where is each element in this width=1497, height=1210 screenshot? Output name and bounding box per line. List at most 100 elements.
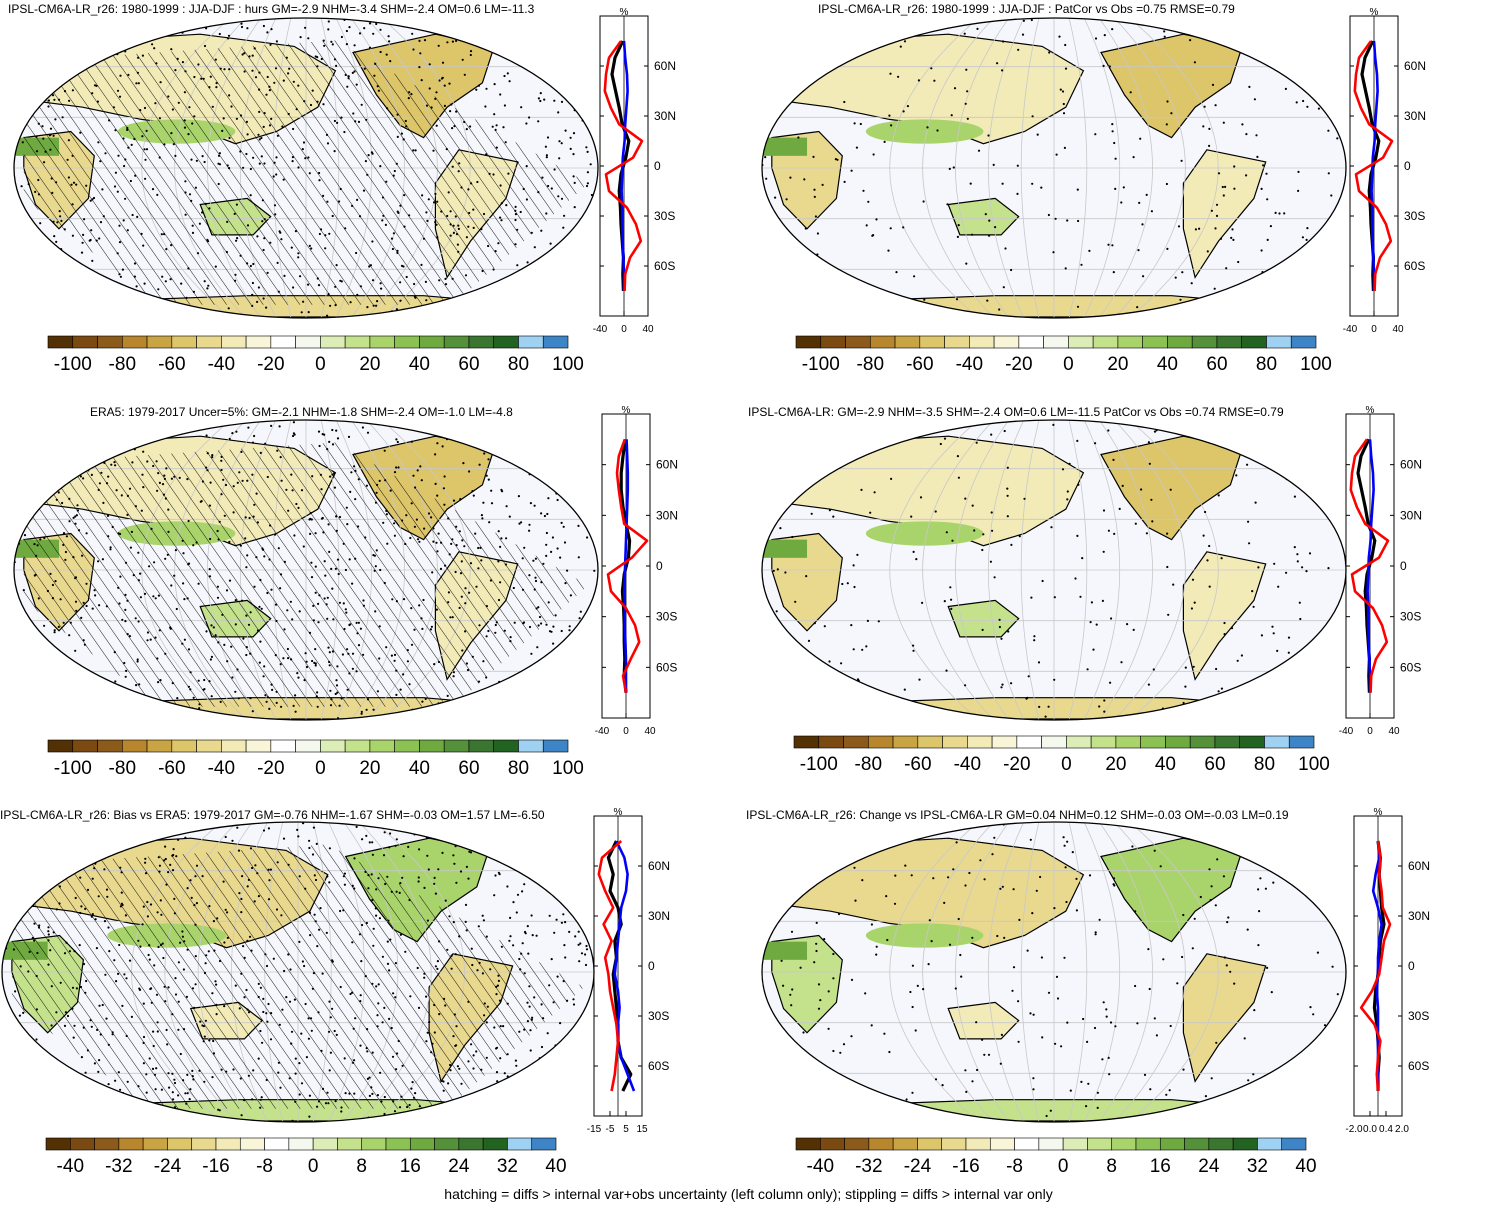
zonal-series-line [597, 840, 623, 1092]
longitude-line [988, 18, 1026, 318]
stippling [2, 822, 594, 1122]
colorbar-cell [818, 735, 844, 749]
colorbar-cell [409, 1137, 435, 1151]
colorbar-cell [146, 335, 173, 349]
longitude-line [1068, 822, 1088, 1122]
longitude-line [1082, 822, 1120, 1122]
longitude-line [1020, 420, 1040, 720]
zonal-series-line [1349, 438, 1390, 693]
colorbar-tick-label: -20 [257, 354, 284, 375]
zonal-lat-tick-label: 30S [654, 209, 675, 223]
colorbar-cell [94, 1137, 120, 1151]
longitude-line [922, 420, 996, 720]
green-band [865, 119, 984, 144]
colorbar-cell [518, 739, 544, 753]
colorbar-cell [419, 739, 445, 753]
colorbar-cell [1135, 1137, 1161, 1151]
colorbar-cell [191, 1137, 217, 1151]
colorbar-tick-label: 24 [448, 1156, 470, 1177]
colorbar-cell [196, 335, 222, 349]
colorbar-cell [69, 1137, 95, 1151]
colorbar-cell [919, 335, 945, 349]
colorbar-cell [482, 1137, 508, 1151]
land-eurasia [771, 435, 1085, 547]
colorbar-cell [944, 335, 970, 349]
colorbar-cell [1290, 335, 1317, 349]
colorbar-cell [507, 1137, 533, 1151]
colorbar-cell [1266, 335, 1292, 349]
zonal-lat-tick-label: 60S [1404, 259, 1425, 273]
colorbar-cell [1115, 735, 1141, 749]
zonal-lat-tick-label: 60S [1400, 660, 1421, 674]
colorbar-cell [969, 335, 995, 349]
colorbar-cell [1041, 735, 1067, 749]
zonal-unit-label: % [1374, 807, 1383, 818]
map-panel-1 [13, 17, 599, 319]
colorbar-cell [171, 335, 197, 349]
colorbar-cell [270, 739, 296, 753]
panel-1-title: IPSL-CM6A-LR_r26: 1980-1999 : JJA-DJF : … [8, 2, 535, 16]
zonal-x-tick-label: 40 [642, 324, 654, 335]
colorbar-tick-label: -40 [956, 354, 983, 375]
zonal-unit-label: % [620, 7, 629, 18]
colorbar-tick-label: 40 [1155, 754, 1176, 775]
colorbar-cell [1216, 335, 1243, 349]
colorbar-cell [1281, 1137, 1307, 1151]
colorbar-tick-label: -24 [904, 1156, 932, 1177]
colorbar-cell [867, 735, 894, 749]
zonal-lat-tick-label: 60N [654, 59, 676, 73]
land-eurasia [771, 33, 1085, 145]
longitude-line [1020, 18, 1040, 318]
colorbar-tick-label: -40 [807, 1156, 834, 1177]
colorbar-cell [320, 335, 346, 349]
colorbar-cell [369, 335, 395, 349]
colorbar-cell [47, 739, 74, 753]
land-eurasia [771, 837, 1085, 949]
colorbar-cell [868, 1137, 894, 1151]
colorbar-cell [47, 335, 74, 349]
green-band [865, 923, 984, 948]
colorbar-panel-3: -100 -80 -60 -40 -20 0 20 40 60 80 100 [47, 739, 584, 779]
colorbar-tick-label: -40 [57, 1156, 84, 1177]
colorbar-tick-label: 60 [458, 758, 479, 779]
longitude-line [1112, 822, 1186, 1122]
colorbar-tick-label: 0 [1058, 1156, 1069, 1177]
colorbar-tick-label: -60 [904, 754, 931, 775]
panel-4-title: IPSL-CM6A-LR: GM=-2.9 NHM=-3.5 SHM=-2.4 … [748, 405, 1284, 419]
colorbar-cell [320, 739, 346, 753]
green-band [762, 941, 808, 960]
colorbar-cell [1066, 735, 1092, 749]
colorbar-cell [97, 739, 123, 753]
colorbar-tick-label: 100 [1300, 354, 1332, 375]
colorbar-panel-1: -100 -80 -60 -40 -20 0 20 40 60 80 100 [47, 335, 584, 375]
colorbar-cell [1264, 735, 1290, 749]
colorbar-tick-label: 16 [400, 1156, 421, 1177]
zonal-lat-tick-label: 0 [648, 959, 655, 973]
colorbar-tick-label: -80 [855, 754, 882, 775]
colorbar-tick-label: 8 [1106, 1156, 1117, 1177]
map-outline [13, 419, 599, 721]
colorbar-cell [146, 739, 173, 753]
zonal-lat-tick-label: 60N [1404, 59, 1426, 73]
colorbar-tick-label: 20 [359, 758, 380, 779]
panel-6-title: IPSL-CM6A-LR_r26: Change vs IPSL-CM6A-LR… [746, 808, 1289, 822]
zonal-lat-tick-label: 30S [648, 1009, 669, 1023]
colorbar-cell [531, 1137, 557, 1151]
colorbar-cell [215, 1137, 241, 1151]
zonal-x-tick-label: 0 [1371, 324, 1377, 335]
colorbar-cell [845, 335, 871, 349]
colorbar-tick-label: -16 [952, 1156, 979, 1177]
colorbar-tick-label: -20 [1005, 354, 1032, 375]
colorbar-tick-label: -20 [257, 758, 284, 779]
longitude-line [922, 18, 996, 318]
zonal-series-line [622, 439, 630, 693]
colorbar-cell [443, 739, 470, 753]
zonal-x-tick-label: 0.0 [1363, 1124, 1377, 1135]
colorbar-tick-label: 100 [552, 354, 584, 375]
colorbar-tick-label: 80 [508, 354, 529, 375]
colorbar-tick-label: 20 [1105, 754, 1126, 775]
zonal-series-line [603, 40, 644, 292]
zonal-x-tick-label: 2.0 [1395, 1124, 1409, 1135]
zonal-lat-tick-label: 60N [648, 859, 670, 873]
colorbar-cell [419, 335, 445, 349]
